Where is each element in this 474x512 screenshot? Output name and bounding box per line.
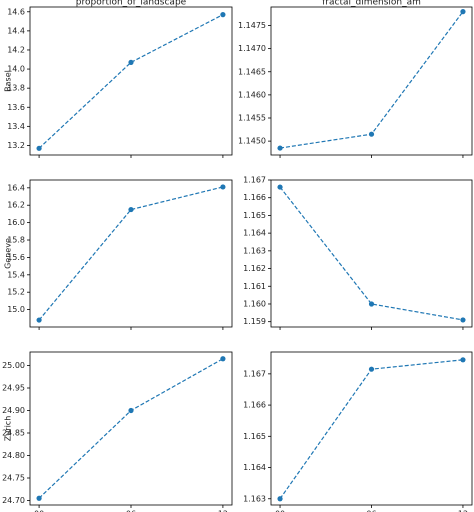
series-line [38,186,224,321]
y-tick-label: 16.4 [7,183,25,192]
row-label: Zurich [4,416,13,442]
y-tick-label: 1.1455 [238,114,266,123]
row-label: Geneve [4,238,13,269]
y-tick-label: 24.70 [2,496,25,505]
data-point [460,9,466,15]
y-tick-label: 14.2 [7,45,25,54]
y-tick-label: 15.0 [7,305,25,314]
plot-frame [29,179,233,328]
y-tick-label: 13.8 [7,84,25,93]
y-tick-label: 1.164 [243,229,266,238]
data-point [368,301,375,307]
y-tick-label: 24.90 [2,406,25,415]
y-tick-label: 1.1450 [238,137,266,146]
data-point [128,59,134,65]
subplot-title: proportion_of_landscape [76,0,187,8]
y-tick-label: 1.163 [243,246,266,255]
x-tick-label: 12 [218,510,228,512]
subplot-title: fractal_dimension_am [322,0,421,8]
data-point [36,317,42,323]
y-tick-label: 13.6 [7,103,25,112]
y-tick-label: 1.165 [243,211,266,220]
x-tick-label: 00 [34,510,44,512]
y-tick-label: 13.2 [7,141,25,150]
y-tick-label: 1.159 [243,317,266,326]
y-tick-label: 13.4 [7,122,25,131]
data-point [277,145,283,151]
x-tick-label: 06 [126,510,136,512]
data-point [277,496,283,502]
data-point [460,357,466,363]
plot-frame [29,351,233,506]
y-tick-label: 1.166 [243,193,266,202]
y-tick-label: 1.167 [243,176,266,185]
data-point [36,495,42,501]
data-point [368,131,375,137]
plot-frame [270,351,473,506]
y-tick-label: 1.165 [243,432,266,441]
y-tick-label: 1.1460 [238,90,266,99]
y-tick-label: 14.6 [7,7,25,16]
data-point [460,317,466,323]
y-tick-label: 1.1470 [238,44,266,53]
plot-frame [29,6,233,156]
y-tick-label: 1.163 [243,494,266,503]
data-point [220,356,226,362]
y-tick-label: 25.00 [2,361,25,370]
series-line [38,358,224,499]
data-point [220,184,226,190]
y-tick-label: 14.4 [7,26,25,35]
series-line [279,11,464,149]
row-label: Basel [4,70,13,92]
series-line [279,359,464,500]
y-tick-label: 24.80 [2,451,25,460]
y-tick-label: 16.2 [7,201,25,210]
y-tick-label: 1.164 [243,463,266,472]
x-tick-label: 06 [366,510,376,512]
data-point [220,12,226,18]
y-tick-label: 1.166 [243,401,266,410]
y-tick-label: 24.95 [2,384,25,393]
data-point [368,366,375,372]
series-line [279,186,464,321]
x-tick-label: 00 [275,510,285,512]
y-tick-label: 24.75 [2,474,25,483]
series-line [38,14,224,149]
y-tick-label: 1.1465 [238,67,266,76]
y-tick-label: 15.2 [7,288,25,297]
y-tick-label: 1.160 [243,299,266,308]
y-tick-label: 15.8 [7,236,25,245]
y-tick-label: 1.1475 [238,21,266,30]
data-point [36,145,42,151]
y-tick-label: 24.85 [2,429,25,438]
y-tick-label: 15.4 [7,270,25,279]
y-tick-label: 15.6 [7,253,25,262]
y-tick-label: 1.167 [243,369,266,378]
y-tick-label: 16.0 [7,218,25,227]
y-tick-label: 1.161 [243,282,266,291]
data-point [277,184,283,190]
data-point [128,407,134,414]
x-tick-label: 12 [458,510,468,512]
y-tick-label: 14.0 [7,65,25,74]
y-tick-label: 1.162 [243,264,266,273]
data-point [128,206,134,213]
